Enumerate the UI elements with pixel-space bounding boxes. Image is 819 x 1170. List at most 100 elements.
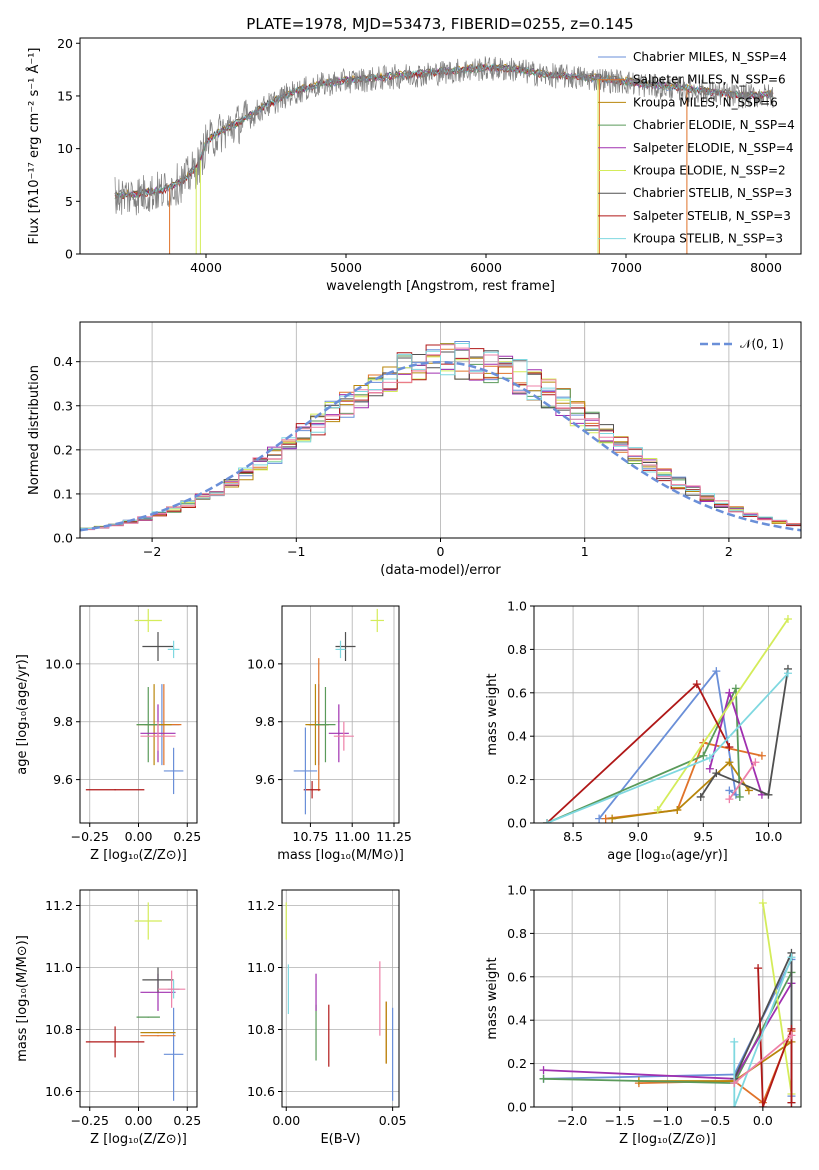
spectrum-legend-label-6: Chabrier STELIB, N_SSP=3	[633, 186, 792, 200]
normal-curve	[80, 360, 801, 532]
mass-vs-extinction-panel-ytick-label-2: 11.0	[247, 960, 275, 975]
spectrum-legend-label-5: Kroupa ELODIE, N_SSP=2	[633, 164, 786, 178]
age-vs-mass-panel-ytick-label-0: 9.6	[255, 772, 275, 787]
spectrum-legend-label-4: Salpeter ELODIE, N_SSP=4	[633, 141, 794, 155]
spectrum-panel-ytick-label-0: 0	[65, 247, 73, 262]
weight-vs-age-panel-marker-1-3	[757, 751, 766, 760]
weight-vs-age-panel-marker-0-3	[725, 786, 734, 795]
weight-vs-age-panel-ytick-label-2: 0.4	[507, 729, 527, 744]
weight-vs-age-panel-series-5	[656, 618, 789, 811]
mass-vs-metallicity-panel: −0.25 0.00 0.25 10.6 10.8 11.0 11.2 Z [log₁₀(Z/…	[15, 889, 201, 1147]
weight-vs-age-panel-series-8	[546, 672, 789, 823]
observed-spectrum	[114, 56, 774, 216]
mass-vs-extinction-panel-frame	[281, 889, 400, 1108]
residual-histogram-panel-ytick-label-3: 0.3	[53, 398, 73, 413]
age-vs-mass-panel-ytick-label-1: 9.8	[255, 714, 275, 729]
weight-vs-age-panel-xlabel: age [log₁₀(age/yr)]	[607, 848, 728, 863]
residual-histogram-panel-xtick-label-3: 1	[581, 544, 589, 559]
weight-vs-age-panel-xtick-label-1: 9.0	[628, 829, 648, 844]
weight-vs-age-panel-marker-4-0	[705, 764, 714, 773]
weight-vs-metallicity-panel-plot-area	[539, 899, 796, 1107]
weight-vs-metallicity-panel-marker-9-1	[787, 1031, 796, 1040]
mass-vs-metallicity-panel-xtick-label-2: 0.25	[173, 1113, 201, 1128]
spectrum-panel-ytick-label-4: 20	[57, 36, 73, 51]
spectrum-panel-ytick-label-1: 5	[65, 194, 73, 209]
residual-histogram-panel-ytick-label-2: 0.2	[53, 442, 73, 457]
mass-vs-metallicity-panel-plot-area	[85, 902, 186, 1101]
spectrum-legend-label-7: Salpeter STELIB, N_SSP=3	[633, 209, 791, 223]
weight-vs-metallicity-panel-ytick-label-4: 0.8	[507, 926, 527, 941]
weight-vs-metallicity-panel-marker-8-1	[730, 1103, 739, 1107]
age-vs-mass-panel-plot-area	[293, 608, 384, 815]
spectrum-panel-ytick-label-2: 10	[57, 141, 73, 156]
weight-vs-age-panel-marker-4-1	[725, 688, 734, 697]
weight-vs-age-panel-ytick-label-3: 0.6	[507, 685, 527, 700]
spectrum-panel-xtick-label-0: 4000	[190, 260, 222, 275]
weight-vs-age-panel-marker-9-0	[725, 795, 734, 804]
weight-vs-age-panel-ytick-label-0: 0.0	[507, 816, 527, 831]
age-vs-mass-panel: 10.75 11.00 11.25 9.6 9.8 10.0 mass [log₁₀(M/M…	[247, 605, 412, 863]
weight-vs-metallicity-panel-marker-7-3	[787, 1098, 796, 1107]
weight-vs-metallicity-panel-marker-8-2	[787, 953, 796, 962]
age-vs-metallicity-panel-plot-area	[85, 608, 184, 795]
weight-vs-age-panel-marker-2-1	[673, 805, 682, 814]
spectrum-panel-ytick-label-3: 15	[57, 88, 73, 103]
weight-vs-age-panel-xtick-label-0: 8.5	[563, 829, 583, 844]
weight-vs-age-panel-marker-2-2	[725, 758, 734, 767]
spectrum-panel-frame	[79, 37, 802, 255]
weight-vs-age-panel-marker-9-1	[751, 758, 760, 767]
weight-vs-age-panel-marker-3-1	[699, 751, 708, 760]
weight-vs-age-panel-marker-6-2	[764, 790, 773, 799]
age-vs-mass-panel-xtick-label-2: 11.25	[376, 829, 412, 844]
weight-vs-metallicity-panel-marker-9-0	[730, 1079, 739, 1088]
age-vs-metallicity-panel-ytick-label-0: 9.6	[53, 772, 73, 787]
spectrum-panel-xtick-label-3: 7000	[610, 260, 642, 275]
weight-vs-age-panel-marker-8-2	[783, 669, 792, 678]
mass-vs-metallicity-panel-xlabel: Z [log₁₀(Z/Z⊙)]	[90, 1132, 187, 1147]
residual-histogram-panel-xtick-label-4: 2	[725, 544, 733, 559]
age-vs-metallicity-panel: −0.25 0.00 0.25 9.6 9.8 10.0 Z [log₁₀(Z/Z⊙)] ag…	[15, 605, 201, 863]
histogram-legend-label: 𝒩(0, 1)	[740, 337, 784, 351]
weight-vs-metallicity-panel-marker-7-0	[754, 964, 763, 973]
weight-vs-metallicity-panel-marker-3-0	[539, 1074, 548, 1083]
age-vs-metallicity-panel-xtick-label-2: 0.25	[173, 829, 201, 844]
mass-vs-metallicity-panel-ytick-label-2: 11.0	[45, 960, 73, 975]
mass-vs-metallicity-panel-ytick-label-1: 10.8	[45, 1022, 73, 1037]
weight-vs-metallicity-panel-xtick-label-3: −0.5	[700, 1113, 730, 1128]
weight-vs-metallicity-panel-xtick-label-1: −1.5	[605, 1113, 635, 1128]
weight-vs-age-panel-marker-7-2	[725, 743, 734, 752]
weight-vs-metallicity-panel-series-9	[733, 1034, 793, 1084]
age-vs-metallicity-panel-xlabel: Z [log₁₀(Z/Z⊙)]	[90, 848, 187, 863]
spectrum-panel: 4000 5000 6000 7000 8000 0 5 10 15 20 wavelength […	[26, 36, 802, 294]
weight-vs-age-panel-ytick-label-1: 0.2	[507, 772, 527, 787]
residual-histogram-panel-ytick-label-1: 0.1	[53, 486, 73, 501]
weight-vs-metallicity-panel-marker-7-1	[758, 1103, 767, 1107]
weight-vs-age-panel-marker-8-1	[705, 753, 714, 762]
age-vs-mass-panel-xlabel: mass [log₁₀(M/M⊙)]	[277, 848, 404, 863]
weight-vs-age-panel-ylabel: mass weight	[485, 673, 500, 755]
weight-vs-age-panel-series-9	[728, 761, 757, 800]
spectrum-panel-ylabel: Flux [fλ10⁻¹⁷ erg cm⁻² s⁻¹ Å⁻¹]	[26, 48, 42, 245]
weight-vs-metallicity-panel-marker-5-0	[758, 899, 767, 908]
weight-vs-metallicity-panel-series-5	[762, 902, 793, 1095]
residual-histogram-panel-xtick-label-1: −1	[287, 544, 305, 559]
weight-vs-age-panel-xtick-label-2: 9.5	[693, 829, 713, 844]
age-vs-metallicity-panel-ytick-label-2: 10.0	[45, 656, 73, 671]
weight-vs-age-panel-ytick-label-4: 0.8	[507, 642, 527, 657]
weight-vs-age-panel-series-3	[546, 688, 741, 823]
residual-histogram-panel-ytick-label-0: 0.0	[53, 531, 73, 546]
residual-histogram-9	[80, 344, 801, 531]
residual-histogram-panel: −2 −1 0 1 2 0.0 0.1 0.2 0.3 0.4 (data-model)/error…	[27, 321, 802, 578]
weight-vs-metallicity-panel-series-8	[733, 956, 793, 1107]
weight-vs-age-panel-marker-6-0	[696, 792, 705, 801]
weight-vs-metallicity-panel-xtick-label-2: −1.0	[652, 1113, 682, 1128]
weight-vs-age-panel-marker-7-1	[692, 680, 701, 689]
mass-vs-extinction-panel: 0.00 0.05 10.6 10.8 11.0 11.2 E(B-V)	[247, 889, 407, 1147]
spectrum-legend-label-8: Kroupa STELIB, N_SSP=3	[633, 232, 783, 246]
age-vs-mass-panel-xtick-label-0: 10.75	[293, 829, 329, 844]
residual-histogram-panel-xlabel: (data-model)/error	[380, 563, 501, 578]
weight-vs-metallicity-panel-xtick-label-4: 0.0	[753, 1113, 773, 1128]
weight-vs-metallicity-panel: −2.0 −1.5 −1.0 −0.5 0.0 0.0 0.2 0.4 0.6 0.8 1.0 Z […	[485, 883, 802, 1147]
weight-vs-metallicity-panel-ytick-label-3: 0.6	[507, 969, 527, 984]
